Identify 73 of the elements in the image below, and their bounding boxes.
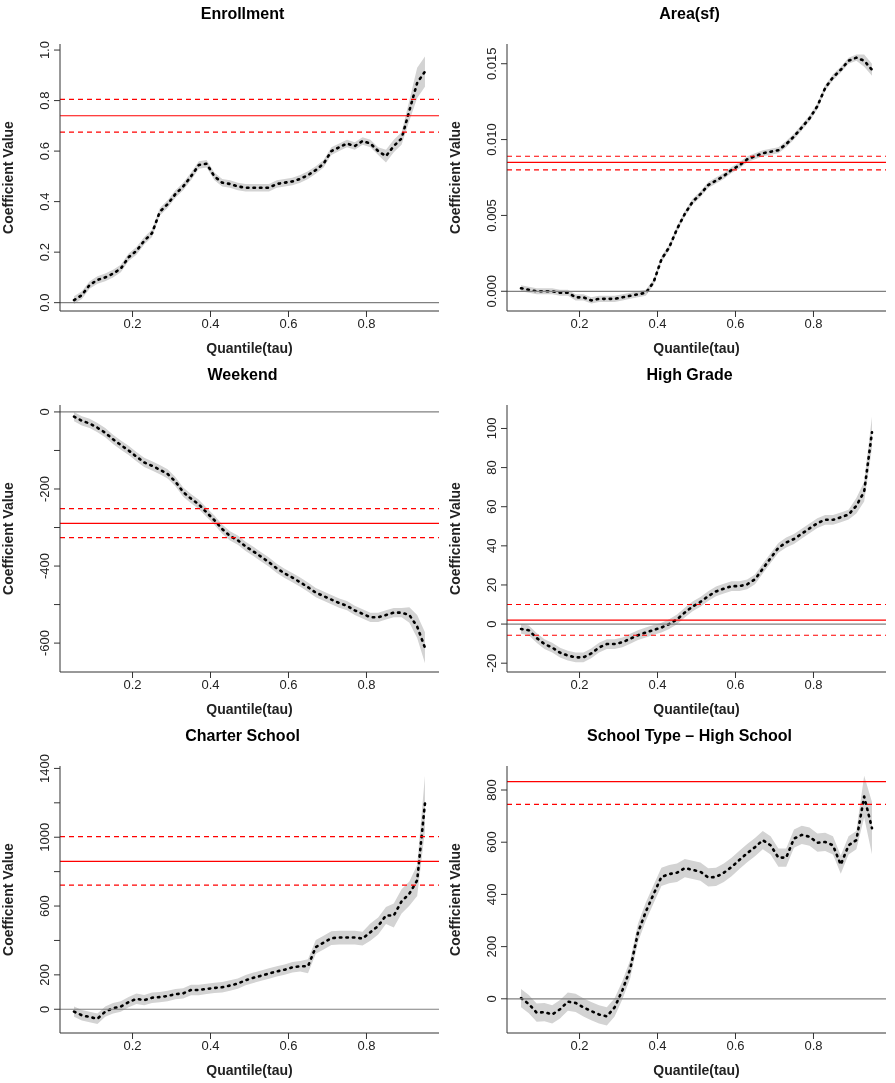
y-axis-title: Coefficient Value	[446, 842, 463, 956]
x-tick-label: 0.6	[726, 316, 745, 332]
y-tick-label: 0.015	[484, 47, 499, 80]
y-tick-label: 100	[484, 417, 499, 440]
y-tick-label: 200	[37, 964, 52, 986]
x-axis-title: Quantile(tau)	[653, 701, 740, 717]
x-axis-title: Quantile(tau)	[206, 340, 293, 356]
y-tick-label: 80	[484, 460, 499, 475]
y-tick-label: 0.010	[484, 123, 499, 156]
chart-title: School Type – High School	[585, 726, 794, 746]
x-tick-label: 0.6	[279, 316, 298, 332]
y-tick-label: 0.2	[37, 243, 52, 262]
y-tick-label: 1.0	[37, 41, 52, 60]
y-tick-label: 800	[484, 779, 499, 801]
y-tick-label: 600	[484, 831, 499, 854]
chart-title: Weekend	[206, 365, 279, 385]
x-tick-label: 0.2	[570, 1038, 589, 1054]
y-axis-title: Coefficient Value	[446, 120, 463, 234]
x-axis-title: Quantile(tau)	[653, 340, 740, 356]
y-tick-label: -400	[37, 553, 52, 580]
x-tick-label: 0.2	[570, 316, 589, 332]
y-tick-label: 0.0	[37, 293, 52, 312]
y-tick-label: 0.4	[37, 192, 52, 211]
x-tick-label: 0.2	[123, 316, 142, 332]
y-tick-label: 0.005	[484, 199, 499, 232]
x-tick-label: 0.8	[804, 677, 823, 693]
chart-title: Area(sf)	[658, 4, 721, 24]
x-axis-title: Quantile(tau)	[653, 1062, 740, 1078]
x-tick-label: 0.8	[357, 316, 376, 332]
chart-title: Charter School	[184, 726, 301, 746]
x-tick-label: 0.2	[123, 677, 142, 693]
x-tick-label: 0.2	[570, 677, 589, 693]
y-tick-label: -600	[37, 630, 52, 657]
x-tick-label: 0.8	[357, 1038, 376, 1054]
y-axis-title: Coefficient Value	[0, 481, 16, 595]
x-tick-label: 0.8	[357, 677, 376, 693]
y-tick-label: 20	[484, 577, 499, 593]
y-tick-label: 600	[37, 895, 52, 917]
x-tick-label: 0.4	[201, 316, 220, 332]
x-tick-label: 0.4	[201, 677, 220, 693]
x-tick-label: 0.6	[726, 1038, 745, 1054]
y-axis-title: Coefficient Value	[0, 120, 16, 234]
y-tick-label: 0	[37, 1005, 52, 1013]
y-tick-label: 40	[484, 538, 499, 554]
y-tick-label: -200	[37, 475, 52, 503]
y-axis-title: Coefficient Value	[0, 842, 16, 956]
x-axis-title: Quantile(tau)	[206, 701, 293, 717]
x-tick-label: 0.8	[804, 316, 823, 332]
chart-title: High Grade	[645, 365, 734, 385]
x-tick-label: 0.4	[648, 677, 667, 693]
y-tick-label: 400	[484, 883, 499, 906]
y-tick-label: 0.000	[484, 275, 499, 308]
y-axis-title: Coefficient Value	[446, 481, 463, 595]
y-tick-label: 0	[484, 620, 499, 628]
y-tick-label: 1000	[37, 822, 52, 852]
chart-title: Enrollment	[199, 4, 286, 24]
x-tick-label: 0.6	[279, 1038, 298, 1054]
y-tick-label: 60	[484, 499, 499, 514]
y-tick-label: 0	[37, 408, 52, 416]
y-tick-label: 200	[484, 935, 499, 958]
x-tick-label: 0.6	[726, 677, 745, 693]
y-tick-label: -20	[484, 653, 499, 673]
x-tick-label: 0.4	[648, 316, 667, 332]
y-tick-label: 0.6	[37, 142, 52, 161]
y-tick-label: 0.8	[37, 91, 52, 110]
x-tick-label: 0.6	[279, 677, 298, 693]
x-tick-label: 0.2	[123, 1038, 142, 1054]
y-tick-label: 0	[484, 995, 499, 1003]
x-tick-label: 0.8	[804, 1038, 823, 1054]
y-tick-label: 1400	[37, 753, 52, 783]
x-tick-label: 0.4	[648, 1038, 667, 1054]
x-tick-label: 0.4	[201, 1038, 220, 1054]
x-axis-title: Quantile(tau)	[206, 1062, 293, 1078]
